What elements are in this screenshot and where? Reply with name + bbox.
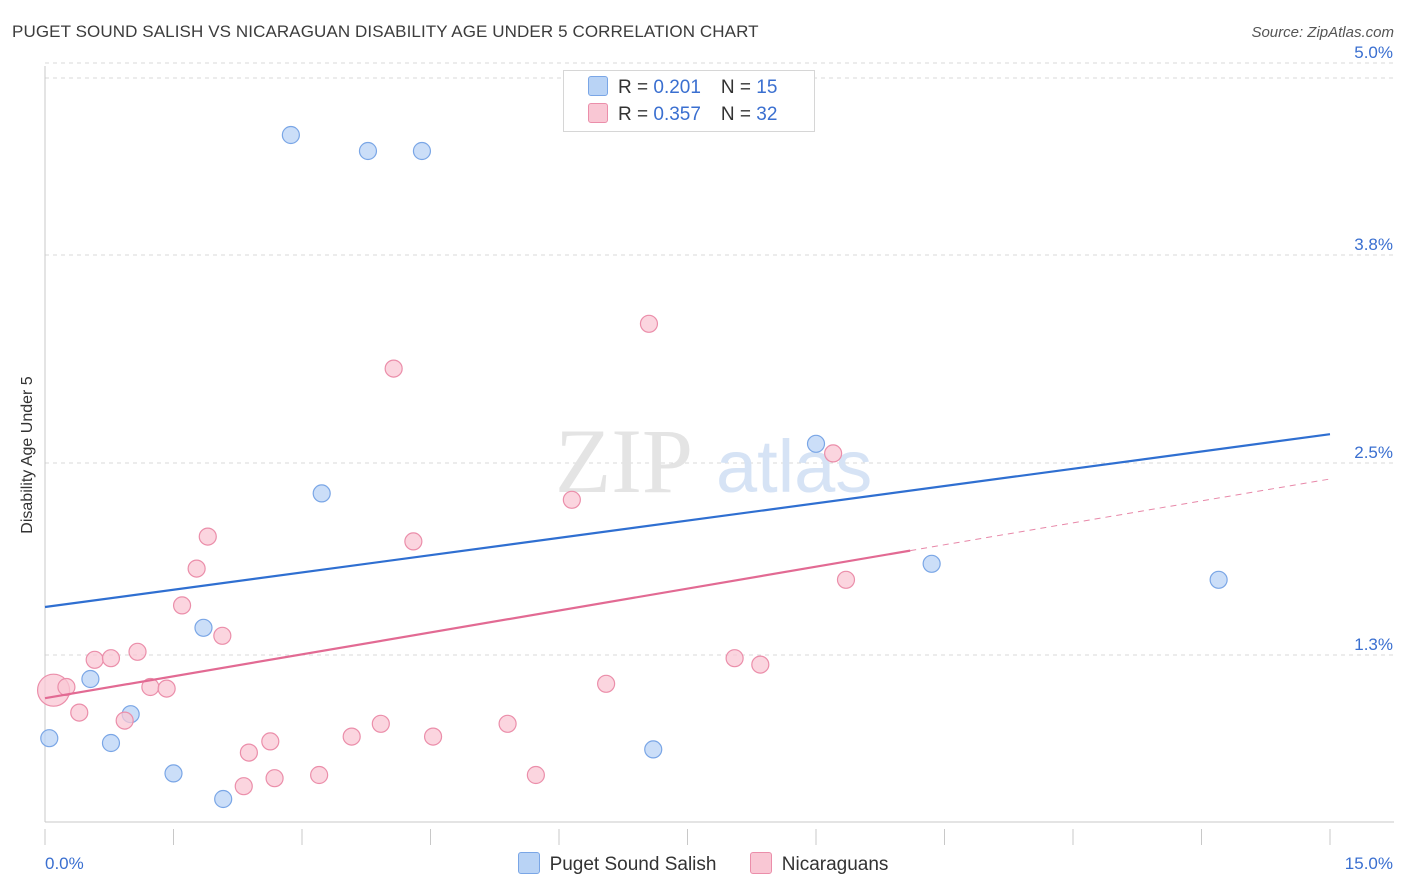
nicaraguans-point	[639, 314, 659, 333]
stats-legend: R = 0.201 N = 15 R = 0.357 N = 32	[563, 70, 815, 132]
stats-row-salish: R = 0.201 N = 15	[588, 76, 777, 99]
r-value: 0.201	[653, 77, 701, 98]
axes	[44, 66, 1394, 845]
n-label: N =	[720, 77, 757, 98]
salish-point	[806, 434, 826, 453]
watermark-atlas: atlas	[716, 425, 872, 508]
y-tick-label: 5.0%	[1354, 43, 1393, 62]
chart-title: PUGET SOUND SALISH VS NICARAGUAN DISABIL…	[12, 22, 759, 41]
salish-point	[281, 125, 300, 145]
y-tick-label: 1.3%	[1354, 635, 1393, 654]
nicaraguans-point	[751, 655, 770, 674]
nicaraguans-point	[310, 765, 329, 785]
salish-point	[644, 740, 663, 759]
salish-point	[358, 141, 378, 161]
y-tick-label: 3.8%	[1354, 235, 1393, 254]
nicaraguans-point	[562, 490, 581, 509]
nicaraguans-point	[187, 559, 206, 578]
nicaraguans-point	[526, 765, 545, 785]
salish-point	[214, 789, 233, 809]
nicaraguans-point	[265, 769, 284, 788]
nicaraguans-point	[342, 727, 361, 746]
legend-label: Puget Sound Salish	[549, 854, 717, 875]
nicaraguans-point	[198, 527, 217, 546]
n-value: 15	[756, 77, 778, 98]
salish-point	[1209, 570, 1228, 589]
nicaraguans-point	[824, 444, 843, 463]
nicaraguans-point	[371, 714, 390, 733]
r-label: R =	[618, 104, 654, 125]
legend-item-nicaraguans[interactable]: Nicaraguans	[749, 852, 889, 876]
source-credit: Source: ZipAtlas.com	[1251, 24, 1394, 41]
nicaraguans-point	[101, 649, 121, 668]
salish-point	[194, 618, 213, 637]
salish-point	[412, 141, 432, 161]
nicaraguans-point	[725, 649, 744, 668]
nicaraguans-point	[70, 703, 89, 722]
trend-lines	[44, 433, 1331, 700]
nicaraguans-point	[423, 727, 443, 746]
salish-point	[164, 764, 183, 783]
x-tick-label: 15.0%	[1345, 854, 1393, 873]
salish-swatch	[517, 852, 540, 874]
salish-point	[922, 554, 941, 573]
nicaraguans-trend-extension	[910, 478, 1331, 552]
nicaraguans-point	[157, 679, 176, 698]
r-value: 0.357	[653, 104, 701, 125]
salish-point	[81, 669, 100, 689]
nicaraguans-point	[261, 732, 280, 751]
nicaraguans-point	[384, 359, 403, 378]
nicaraguans-point	[172, 596, 192, 615]
data-points	[36, 125, 1228, 809]
salish-point	[312, 484, 331, 503]
legend-item-salish[interactable]: Puget Sound Salish	[517, 852, 717, 876]
nicaraguans-point	[239, 743, 258, 762]
nicaraguans-point	[128, 642, 147, 661]
tick-labels: 1.3% 2.5% 3.8% 5.0% 0.0% 15.0%	[45, 43, 1393, 873]
series-legend: Puget Sound Salish Nicaraguans	[0, 852, 1406, 876]
n-value: 32	[756, 104, 778, 125]
nicaraguans-point	[234, 777, 253, 796]
gridlines	[45, 62, 1394, 656]
nicaraguans-point	[115, 711, 134, 730]
salish-trend-line	[44, 433, 1331, 609]
n-label: N =	[720, 104, 757, 125]
x-tick-label: 0.0%	[45, 854, 84, 873]
nicaraguans-trend-line	[44, 549, 911, 700]
y-tick-label: 2.5%	[1354, 443, 1393, 462]
nicaraguans-point	[404, 532, 423, 551]
salish-swatch	[588, 76, 608, 96]
nicaraguans-swatch	[749, 852, 772, 874]
nicaraguans-point	[836, 570, 856, 589]
r-label: R =	[618, 77, 654, 98]
stats-row-nicaraguans: R = 0.357 N = 32	[588, 103, 777, 126]
nicaraguans-point	[498, 714, 517, 733]
nicaraguans-point	[597, 674, 616, 693]
nicaraguans-point	[213, 626, 232, 645]
salish-point	[40, 729, 59, 748]
salish-point	[101, 733, 121, 753]
legend-label: Nicaraguans	[781, 854, 889, 875]
nicaraguans-swatch	[588, 103, 608, 123]
nicaraguans-point	[85, 650, 104, 669]
